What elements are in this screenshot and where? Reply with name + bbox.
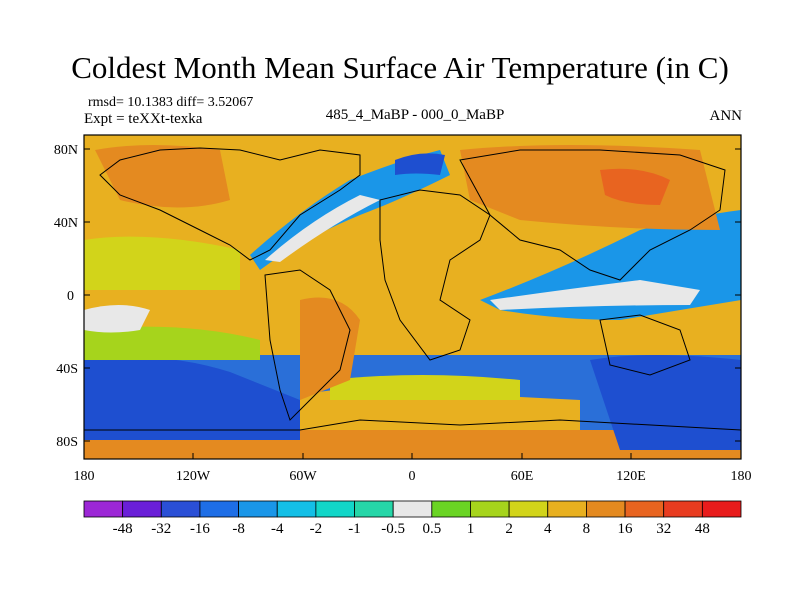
temperature-field [84, 135, 741, 459]
lat-tick-label: 40S [56, 362, 78, 377]
colorbar-swatch [315, 500, 355, 518]
lat-tick-label: 80N [54, 143, 78, 158]
subtitle-label: 485_4_MaBP - 000_0_MaBP [325, 107, 505, 123]
lat-tick-label: 80S [56, 435, 78, 450]
colorbar-label: 2 [505, 521, 513, 537]
colorbar-label: -0.5 [381, 521, 405, 537]
colorbar-label: -8 [232, 521, 245, 537]
colorbar-swatch [624, 500, 665, 518]
colorbar-label: 32 [656, 521, 671, 537]
experiment-label: Expt = teXXt-texka [84, 111, 203, 127]
colorbar-swatch [663, 500, 703, 518]
colorbar-label: 16 [618, 521, 634, 537]
season-label: ANN [709, 108, 743, 124]
colorbar-label: -16 [190, 521, 210, 537]
lon-tick-label: 120E [616, 469, 646, 484]
colorbar-swatch [276, 500, 317, 518]
colorbar-swatch [83, 500, 124, 518]
colorbar-swatch [354, 500, 394, 518]
colorbar-swatch [122, 500, 162, 518]
colorbar-label: 8 [583, 521, 591, 537]
lon-tick-label: 120W [176, 469, 211, 484]
colorbar-swatch [199, 500, 239, 518]
colorbar-label: 0.5 [422, 521, 441, 537]
colorbar-swatch [160, 500, 201, 518]
stats-label: rmsd= 10.1383 diff= 3.52067 [88, 95, 254, 110]
colorbar-label: 48 [695, 521, 710, 537]
colorbar-swatch [547, 500, 587, 518]
colorbar-swatch [508, 500, 549, 518]
lon-tick-label: 180 [731, 469, 752, 484]
colorbar-label: -4 [271, 521, 284, 537]
lon-tick-label: 0 [409, 469, 416, 484]
colorbar-swatch [586, 500, 626, 518]
lon-tick-label: 60E [511, 469, 534, 484]
chart-title: Coldest Month Mean Surface Air Temperatu… [71, 50, 729, 85]
lat-tick-label: 40N [54, 216, 78, 231]
colorbar-swatch [392, 500, 433, 518]
lon-tick-label: 180 [74, 469, 95, 484]
colorbar-label: -2 [310, 521, 323, 537]
colorbar-label: -32 [151, 521, 171, 537]
axis-ticks [83, 148, 742, 459]
lat-tick-label: 0 [67, 289, 74, 304]
colorbar-swatch [431, 500, 471, 518]
colorbar-label: 4 [544, 521, 552, 537]
colorbar [83, 500, 742, 518]
colorbar-label: 1 [467, 521, 475, 537]
lon-tick-label: 60W [289, 469, 317, 484]
colorbar-label: -1 [348, 521, 361, 537]
colorbar-labels: -48 -32 -16 -8 -4 -2 -1 -0.5 0.5 1 2 4 8 16 32 48 [113, 521, 710, 537]
colorbar-swatch [238, 500, 278, 518]
colorbar-label: -48 [113, 521, 133, 537]
coastlines [84, 147, 741, 431]
colorbar-swatch [701, 500, 742, 518]
colorbar-swatch [470, 500, 510, 518]
